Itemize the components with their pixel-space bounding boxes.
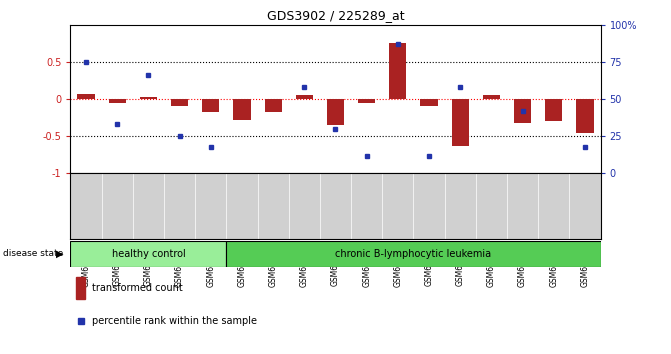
Bar [171,99,188,106]
Bar [452,99,469,146]
Bar [296,95,313,99]
Text: chronic B-lymphocytic leukemia: chronic B-lymphocytic leukemia [336,249,492,259]
Text: disease state: disease state [3,250,64,258]
Bar [140,97,157,99]
Bar [70,241,226,267]
Bar [576,99,594,132]
Bar [234,99,250,120]
Bar [389,43,407,99]
Text: transformed count: transformed count [92,283,183,293]
Bar [546,99,562,121]
Bar [77,94,95,99]
Text: GDS3902 / 225289_at: GDS3902 / 225289_at [266,9,405,22]
Bar [483,95,500,99]
Bar [421,99,437,106]
Bar [202,99,219,112]
Bar [109,99,125,103]
Bar [226,241,601,267]
Bar [358,99,375,103]
Bar [76,277,85,299]
Text: ▶: ▶ [56,249,64,259]
Bar [514,99,531,123]
Text: healthy control: healthy control [111,249,185,259]
Bar [264,99,282,112]
Text: percentile rank within the sample: percentile rank within the sample [92,315,257,326]
Bar [327,99,344,125]
